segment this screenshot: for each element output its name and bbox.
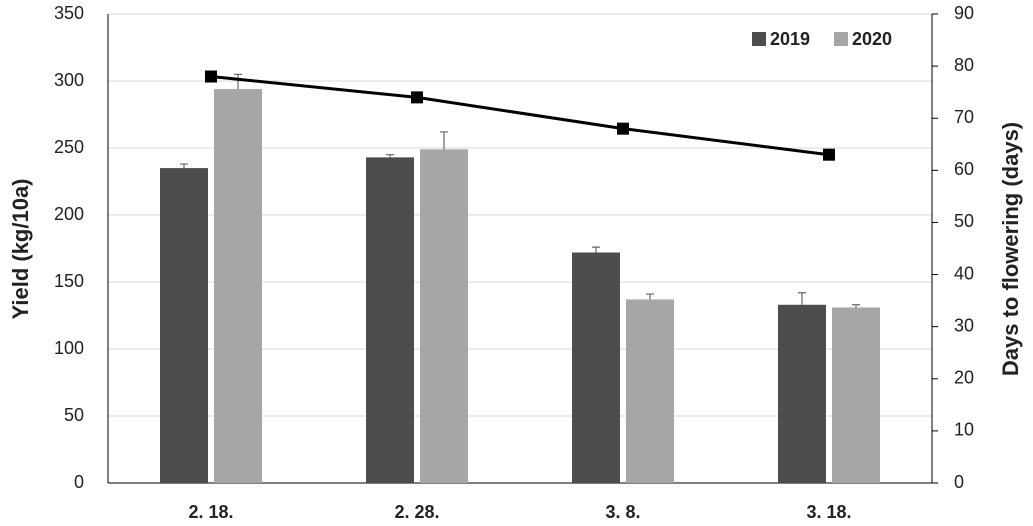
- error-bar: [852, 304, 860, 308]
- y-tick-label: 100: [54, 338, 84, 358]
- error-bar: [386, 154, 394, 158]
- y2-tick-label: 30: [954, 315, 974, 335]
- y-tick-label: 250: [54, 137, 84, 157]
- line: [210, 75, 830, 157]
- y2-tick-label: 50: [954, 211, 974, 231]
- x-tick-label: 2. 18.: [188, 502, 233, 522]
- y-tick-label: 300: [54, 70, 84, 90]
- error-bar: [592, 246, 600, 253]
- y2-tick-label: 40: [954, 263, 974, 283]
- y2-tick-label: 60: [954, 159, 974, 179]
- bar: [420, 149, 468, 483]
- line-marker: [823, 148, 835, 161]
- error-bar: [440, 131, 448, 150]
- y-tick-label: 350: [54, 3, 84, 23]
- legend-label: 2019: [770, 29, 810, 49]
- y2-tick-label: 70: [954, 107, 974, 127]
- x-tick-label: 2. 28.: [394, 502, 439, 522]
- y-tick-label: 0: [74, 472, 84, 492]
- legend-label: 2020: [852, 29, 892, 49]
- legend-swatch: [834, 32, 848, 46]
- bar: [626, 299, 674, 483]
- x-tick-label: 3. 8.: [605, 502, 640, 522]
- y2-tick-label: 10: [954, 420, 974, 440]
- y2-tick-label: 0: [954, 472, 964, 492]
- error-bar: [180, 163, 188, 169]
- y-tick-label: 50: [64, 405, 84, 425]
- bar: [778, 304, 826, 483]
- legend-swatch: [752, 32, 766, 46]
- line-marker: [411, 91, 423, 104]
- y-tick-label: 200: [54, 204, 84, 224]
- y2-tick-label: 80: [954, 55, 974, 75]
- error-bar: [798, 292, 806, 305]
- y-tick-label: 150: [54, 271, 84, 291]
- line-marker: [205, 70, 217, 83]
- error-bar: [234, 73, 242, 90]
- error-bar: [646, 293, 654, 300]
- bar: [214, 89, 262, 483]
- y-axis-label: Yield (kg/10a): [8, 178, 33, 319]
- bar: [160, 168, 208, 483]
- bar: [366, 157, 414, 483]
- y2-tick-label: 90: [954, 3, 974, 23]
- x-tick-label: 3. 18.: [806, 502, 851, 522]
- line-marker: [617, 122, 629, 135]
- y2-tick-label: 20: [954, 368, 974, 388]
- bar: [832, 307, 880, 483]
- bar: [572, 252, 620, 483]
- y2-axis-label: Days to flowering (days): [998, 122, 1023, 376]
